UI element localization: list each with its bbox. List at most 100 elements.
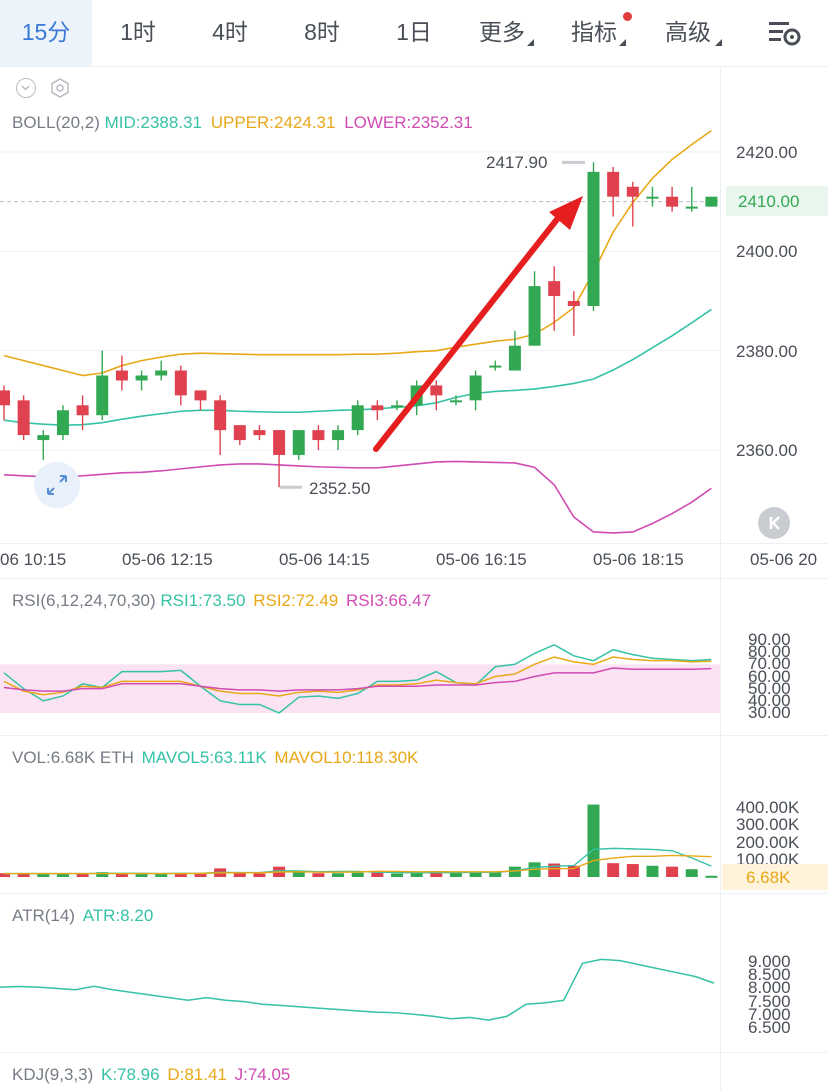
time-tick-label: 05-06 12:15 [122,550,213,569]
candle-up [96,375,109,416]
candle-down [607,171,620,197]
kdj-k-value: K:78.96 [100,1065,160,1084]
vol-legend: VOL:6.68K ETH MAVOL5:63.11K MAVOL10:118.… [12,748,418,768]
candle-down [548,281,561,297]
tab-indicators[interactable]: 指标 [564,0,632,66]
time-tick-label: 05-06 20 [750,550,818,569]
candle-down [76,405,89,416]
rsi1-value: RSI1:73.50 [160,591,246,610]
tab-15m[interactable]: 15分 [0,0,92,66]
candle-up [351,405,364,431]
candle-up [292,430,305,455]
rsi-chart [0,644,720,714]
atr-tick-label: 6.500 [748,1018,791,1037]
volume-bar [705,875,718,878]
rsi-tick-label: 50.00 [748,678,791,698]
atr-tick-label: 7.500 [748,991,791,1011]
tab-1d[interactable]: 1日 [396,19,432,45]
tab-more[interactable]: 更多 [472,0,534,66]
candlestick-chart[interactable] [0,0,828,580]
hexagon-settings-icon[interactable] [50,78,70,98]
kdj-j-value: J:74.05 [234,1065,291,1084]
time-axis-divider-top [0,543,828,544]
candle-down [253,430,266,436]
collapse-chevron-icon[interactable] [16,78,36,98]
mavol10-value: MAVOL10:118.30K [274,748,419,767]
volume-bar [115,873,128,877]
candle-down [0,390,10,406]
scroll-latest-button[interactable] [758,507,790,539]
expand-arrows-button[interactable] [34,462,80,508]
candle-up [685,206,698,209]
volume-bar [76,873,89,877]
candle-up [587,171,600,306]
volume-bar [430,871,443,877]
candle-down [371,405,384,411]
boll-lower-line [3,460,712,534]
timeframe-tab-bar: 15分 1时 4时 8时 1日 更多 指标 高级 [0,0,828,67]
candle-down [567,301,580,306]
rsi-tick-label: 30.00 [748,703,791,722]
atr-line [0,958,715,1021]
volume-bar [253,873,266,877]
candle-down [17,400,30,436]
volume-tick-label: 400.00K [736,798,800,817]
volume-bar [56,873,69,877]
volume-bar [449,872,462,877]
volume-chart [0,804,718,878]
high-price-label: 2417.90 [486,153,548,172]
tab-1h[interactable]: 1时 [120,19,156,45]
volume-bar [666,866,679,877]
price-tick-label: 2400.00 [736,242,798,261]
price-tick-label: 2360.00 [736,441,798,460]
volume-tick-label: 300.00K [736,815,800,835]
annotation-arrow-shaft [373,210,565,452]
rsi-name: RSI(6,12,24,70,30) [12,591,156,610]
double-chevron-left-icon [769,516,780,530]
candle-down [115,370,128,381]
mavol10-line [4,854,712,875]
volume-bar [489,871,502,877]
candle-up [391,405,403,408]
volume-bar [155,873,168,877]
rsi-tick-label: 40.00 [748,690,791,710]
tab-more-label: 更多 [479,19,525,45]
vol-name: VOL:6.68K ETH [12,748,134,767]
tab-4h[interactable]: 4时 [212,19,248,45]
candle-up [135,375,148,381]
candle-up [332,430,345,441]
volume-bar [567,865,580,877]
candle-up [469,375,482,401]
dropdown-triangle-icon [619,39,626,46]
candle-down [214,400,227,431]
boll-upper: UPPER:2424.31 [210,113,336,132]
candle-down [174,370,187,396]
dropdown-triangle-icon [527,39,534,46]
boll-mid: MID:2388.31 [104,113,202,132]
candle-down [430,385,443,396]
tab-advanced-label: 高级 [665,19,711,45]
tab-8h[interactable]: 8时 [304,19,340,45]
volume-bar [371,872,384,877]
current-volume-tag: 6.68K [722,864,828,890]
volume-bar [626,864,639,877]
candle-up [155,370,168,376]
boll-lower: LOWER:2352.31 [344,113,473,132]
atr-divider [0,1052,828,1053]
time-tick-label: 05-06 14:15 [279,550,370,569]
time-tick-label: 06 10:15 [0,550,67,569]
time-axis-divider-bottom [0,578,828,579]
volume-bar [0,873,10,877]
chart-settings-icon[interactable] [768,18,802,48]
volume-bar [391,873,403,877]
volume-bar [292,872,305,877]
tab-advanced[interactable]: 高级 [656,0,722,66]
expand-arrows-icon [47,475,67,495]
volume-bar [312,873,325,877]
rsi-tick-label: 70.00 [748,654,791,674]
rsi3-line [3,667,712,692]
rsi3-value: RSI3:66.47 [345,591,432,610]
atr-legend: ATR(14) ATR:8.20 [12,906,153,926]
volume-bar [587,804,600,877]
volume-bar [508,866,521,877]
